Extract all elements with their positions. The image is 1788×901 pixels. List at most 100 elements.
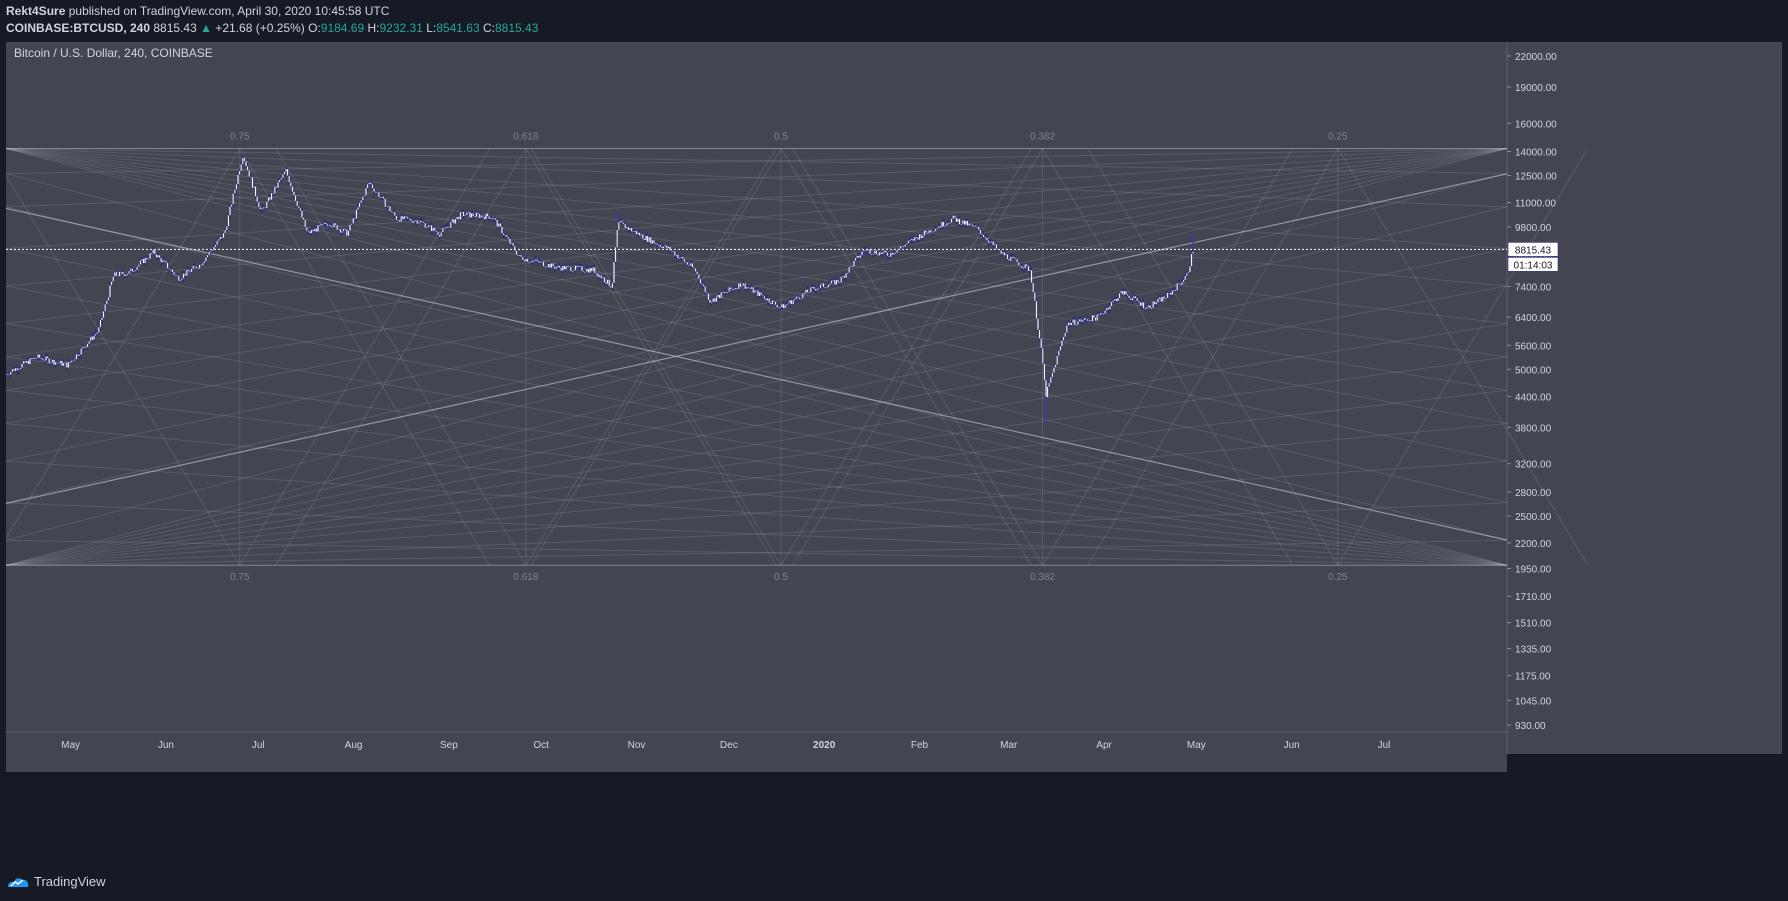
candle-body bbox=[841, 275, 844, 278]
candle-body bbox=[875, 250, 878, 255]
fib-fan-line bbox=[6, 148, 1508, 287]
candle-body bbox=[1182, 279, 1185, 283]
candle-body bbox=[734, 287, 737, 290]
candle-body bbox=[1121, 290, 1124, 295]
candle-body bbox=[485, 213, 487, 220]
candle-body bbox=[107, 296, 110, 301]
fib-label-bottom: 0.382 bbox=[1030, 572, 1055, 583]
candle-body bbox=[152, 249, 155, 254]
candle-body bbox=[584, 271, 587, 273]
candle-body bbox=[1181, 282, 1183, 285]
candle-body bbox=[625, 226, 628, 229]
candle-body bbox=[424, 222, 427, 229]
candle-body bbox=[977, 226, 980, 231]
fib-fan-line bbox=[6, 148, 1508, 325]
fib-fan-line bbox=[6, 423, 1508, 566]
candle-body bbox=[385, 205, 388, 208]
candle-body bbox=[1192, 251, 1195, 255]
y-tick-label: 14000.00 bbox=[1515, 148, 1557, 159]
candle-body bbox=[1035, 300, 1038, 319]
candle-body bbox=[664, 245, 667, 247]
main-diagonal-up bbox=[6, 173, 1508, 505]
candle-body bbox=[859, 255, 862, 259]
author-name[interactable]: Rekt4Sure bbox=[6, 4, 66, 18]
candle-body bbox=[1168, 292, 1171, 294]
candle-body bbox=[651, 240, 654, 244]
candle-body bbox=[494, 218, 497, 220]
candle-body bbox=[1145, 306, 1148, 309]
candle-body bbox=[133, 270, 135, 272]
x-tick-label: Dec bbox=[720, 740, 738, 751]
candle-body bbox=[377, 192, 380, 198]
candle-body bbox=[739, 282, 742, 287]
candle-body bbox=[728, 287, 731, 292]
candle-body bbox=[189, 271, 191, 273]
candle-body bbox=[278, 179, 281, 183]
symbol-label[interactable]: COINBASE:BTCUSD, 240 bbox=[6, 21, 151, 35]
candle-body bbox=[622, 222, 625, 225]
candle-body bbox=[656, 243, 659, 246]
candle-body bbox=[1115, 298, 1118, 302]
candle-body bbox=[923, 230, 926, 236]
candle-body bbox=[1070, 322, 1073, 326]
candle-body bbox=[1017, 262, 1020, 266]
candle-body bbox=[283, 171, 286, 175]
price-axis-pane bbox=[1507, 42, 1782, 754]
candle-body bbox=[542, 261, 545, 267]
candle-body bbox=[304, 219, 307, 228]
candle-body bbox=[1161, 296, 1164, 302]
candle-body bbox=[814, 288, 817, 291]
candle-body bbox=[715, 297, 718, 302]
low-value: 8541.63 bbox=[436, 21, 480, 35]
candle-body bbox=[592, 267, 595, 272]
footer-brand[interactable]: TradingView bbox=[34, 874, 106, 889]
candle-body bbox=[397, 219, 399, 222]
fib-fan-line bbox=[6, 206, 1508, 566]
candle-body bbox=[1169, 292, 1172, 295]
candle-body bbox=[1128, 295, 1131, 299]
candle-body bbox=[1139, 302, 1142, 306]
candle-body bbox=[291, 186, 294, 192]
candle-body bbox=[491, 217, 494, 220]
candle-body bbox=[217, 239, 220, 242]
price-chart[interactable]: 0.75 0.75 0.618 0.618 0.5 0.5 0.382 0.382 0.25 0.… bbox=[6, 42, 1782, 864]
candle-body bbox=[465, 212, 468, 216]
candle-body bbox=[281, 174, 284, 179]
candle-body bbox=[806, 289, 809, 293]
candle-body bbox=[273, 186, 276, 194]
fib-label-bottom: 0.618 bbox=[513, 572, 538, 583]
candle-body bbox=[269, 197, 271, 200]
candle-body bbox=[657, 244, 660, 246]
candle-body bbox=[75, 354, 78, 360]
candle-body bbox=[1104, 310, 1107, 314]
candle-body bbox=[54, 362, 57, 365]
fib-fan-line bbox=[6, 460, 1508, 566]
candle-body bbox=[222, 232, 225, 239]
candle-body bbox=[233, 189, 236, 194]
candle-body bbox=[563, 265, 566, 270]
x-tick-label: 2020 bbox=[813, 740, 836, 751]
candle-body bbox=[576, 265, 579, 268]
candle-body bbox=[1091, 315, 1094, 322]
candle-body bbox=[448, 226, 451, 228]
fib-fan-line bbox=[6, 285, 1508, 566]
candle-body bbox=[1065, 325, 1068, 333]
candle-body bbox=[496, 219, 499, 227]
candle-body bbox=[336, 224, 339, 231]
x-tick-label: Mar bbox=[1000, 740, 1018, 751]
fib-fan-line bbox=[6, 148, 1508, 504]
candle-body bbox=[629, 227, 631, 231]
tradingview-logo-icon bbox=[8, 877, 29, 887]
candle-body bbox=[382, 196, 385, 199]
candle-body bbox=[435, 230, 438, 233]
candle-body bbox=[606, 279, 609, 284]
candle-body bbox=[205, 257, 207, 262]
open-label: O: bbox=[308, 21, 321, 35]
candle-body bbox=[633, 230, 636, 233]
candle-body bbox=[165, 261, 167, 263]
candle-body bbox=[1123, 290, 1126, 295]
candle-body bbox=[993, 244, 996, 246]
candle-body bbox=[1048, 382, 1051, 387]
candle-body bbox=[414, 220, 417, 222]
fib-diagonal bbox=[792, 148, 1043, 566]
